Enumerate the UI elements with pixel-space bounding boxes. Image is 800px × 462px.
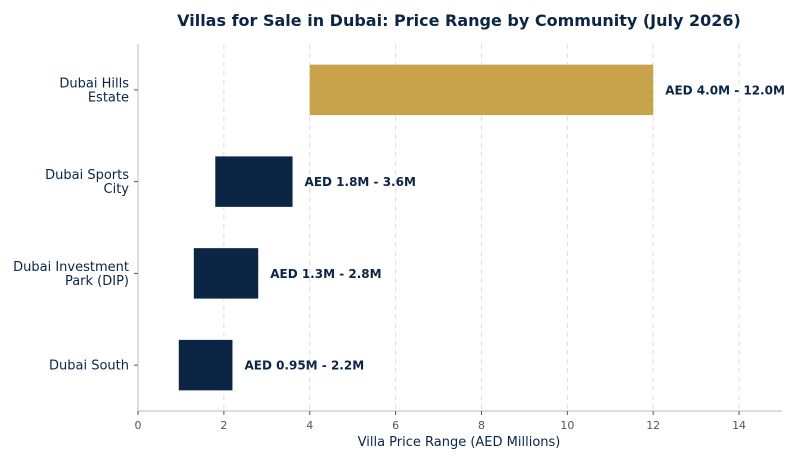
bars [178,64,654,391]
axes [137,44,782,412]
data-label: AED 0.95M - 2.2M [244,359,364,373]
grid-lines [223,44,740,411]
y-tick-label: Dubai Investment Park (DIP) [13,260,129,289]
range-bar [178,339,233,391]
data-label: AED 1.8M - 3.6M [305,175,416,189]
range-bar [309,64,654,116]
x-tick-label: 2 [220,419,227,432]
x-tick-label: 4 [306,419,313,432]
range-bar [193,248,259,299]
x-tick-label: 14 [732,419,746,432]
x-tick-label: 8 [478,419,485,432]
x-axis-label: Villa Price Range (AED Millions) [358,435,561,450]
data-labels: AED 4.0M - 12.0M AED 1.8M - 3.6M AED 1.3M … [244,83,784,372]
y-ticks: Dubai Hills Estate Dubai Sports City Dubai I… [13,76,138,374]
data-label: AED 1.3M - 2.8M [270,267,381,281]
y-tick-label: Dubai South [49,359,129,374]
range-bar [215,156,293,207]
x-tick-label: 0 [135,419,142,432]
chart-title: Villas for Sale in Dubai: Price Range by… [177,11,741,30]
x-tick-label: 6 [392,419,399,432]
data-label: AED 4.0M - 12.0M [665,83,785,97]
y-tick-label: Dubai Hills Estate [59,76,129,105]
x-tick-label: 10 [560,419,574,432]
y-tick-label: Dubai Sports City [45,168,129,197]
x-ticks: 0 2 4 6 8 10 12 14 [135,411,746,432]
x-tick-label: 12 [646,419,660,432]
